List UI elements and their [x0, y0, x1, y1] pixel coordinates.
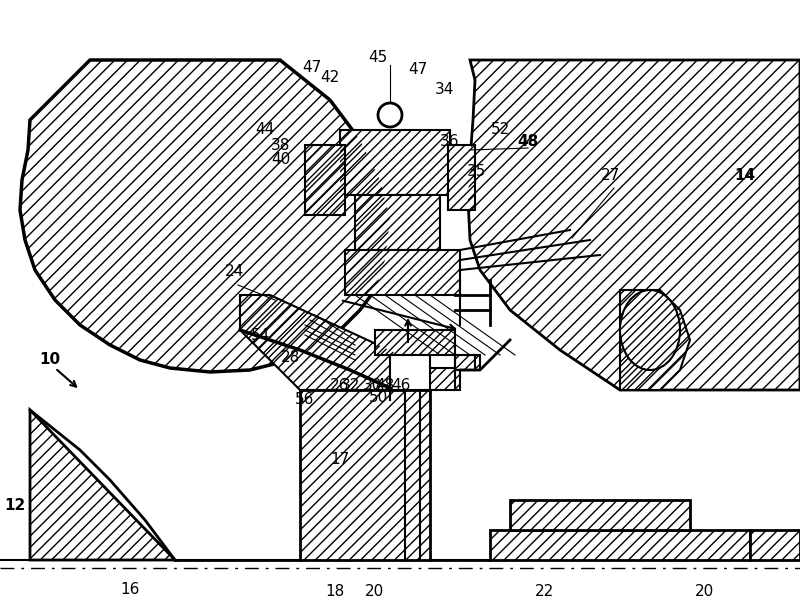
Text: 54: 54: [250, 328, 270, 342]
Text: 36: 36: [440, 134, 460, 149]
Polygon shape: [345, 250, 460, 295]
Polygon shape: [375, 330, 455, 355]
Polygon shape: [620, 290, 690, 390]
Text: 42: 42: [320, 71, 340, 85]
Text: 17: 17: [330, 453, 350, 467]
Text: 14: 14: [734, 168, 755, 182]
Text: 47: 47: [302, 60, 322, 74]
Text: 52: 52: [490, 123, 510, 137]
Polygon shape: [20, 60, 390, 372]
Text: 10: 10: [39, 353, 61, 367]
Polygon shape: [355, 195, 440, 250]
Text: 24: 24: [226, 265, 245, 279]
Text: 35: 35: [467, 165, 486, 179]
Text: 56: 56: [295, 392, 314, 407]
Polygon shape: [490, 530, 750, 560]
Text: 27: 27: [600, 168, 620, 182]
Polygon shape: [750, 530, 800, 560]
Text: 47: 47: [408, 62, 428, 77]
Text: 28: 28: [280, 351, 300, 365]
Text: 22: 22: [535, 584, 554, 600]
Text: 50: 50: [368, 390, 388, 406]
Polygon shape: [240, 295, 480, 390]
Text: 48: 48: [518, 134, 538, 149]
Text: 46: 46: [391, 378, 410, 392]
Text: 26: 26: [330, 378, 350, 392]
Text: 12: 12: [4, 498, 26, 512]
Text: 45: 45: [368, 51, 388, 65]
Ellipse shape: [620, 290, 680, 370]
Text: 20: 20: [695, 584, 714, 600]
Text: 18: 18: [326, 584, 345, 600]
Polygon shape: [448, 145, 475, 210]
Text: 40: 40: [271, 152, 290, 168]
Text: 38: 38: [271, 137, 290, 152]
Text: 34: 34: [435, 82, 454, 98]
Polygon shape: [340, 130, 450, 195]
Text: 48: 48: [375, 378, 394, 392]
Polygon shape: [510, 500, 690, 530]
Polygon shape: [30, 410, 175, 560]
Text: 20: 20: [366, 584, 385, 600]
Polygon shape: [468, 60, 800, 390]
Text: 44: 44: [255, 123, 274, 137]
Circle shape: [378, 103, 402, 127]
Text: 32: 32: [340, 378, 360, 392]
Bar: [390, 355, 430, 390]
Text: 30: 30: [363, 378, 382, 392]
Polygon shape: [305, 145, 345, 215]
Polygon shape: [300, 390, 430, 560]
Text: 16: 16: [120, 583, 140, 598]
